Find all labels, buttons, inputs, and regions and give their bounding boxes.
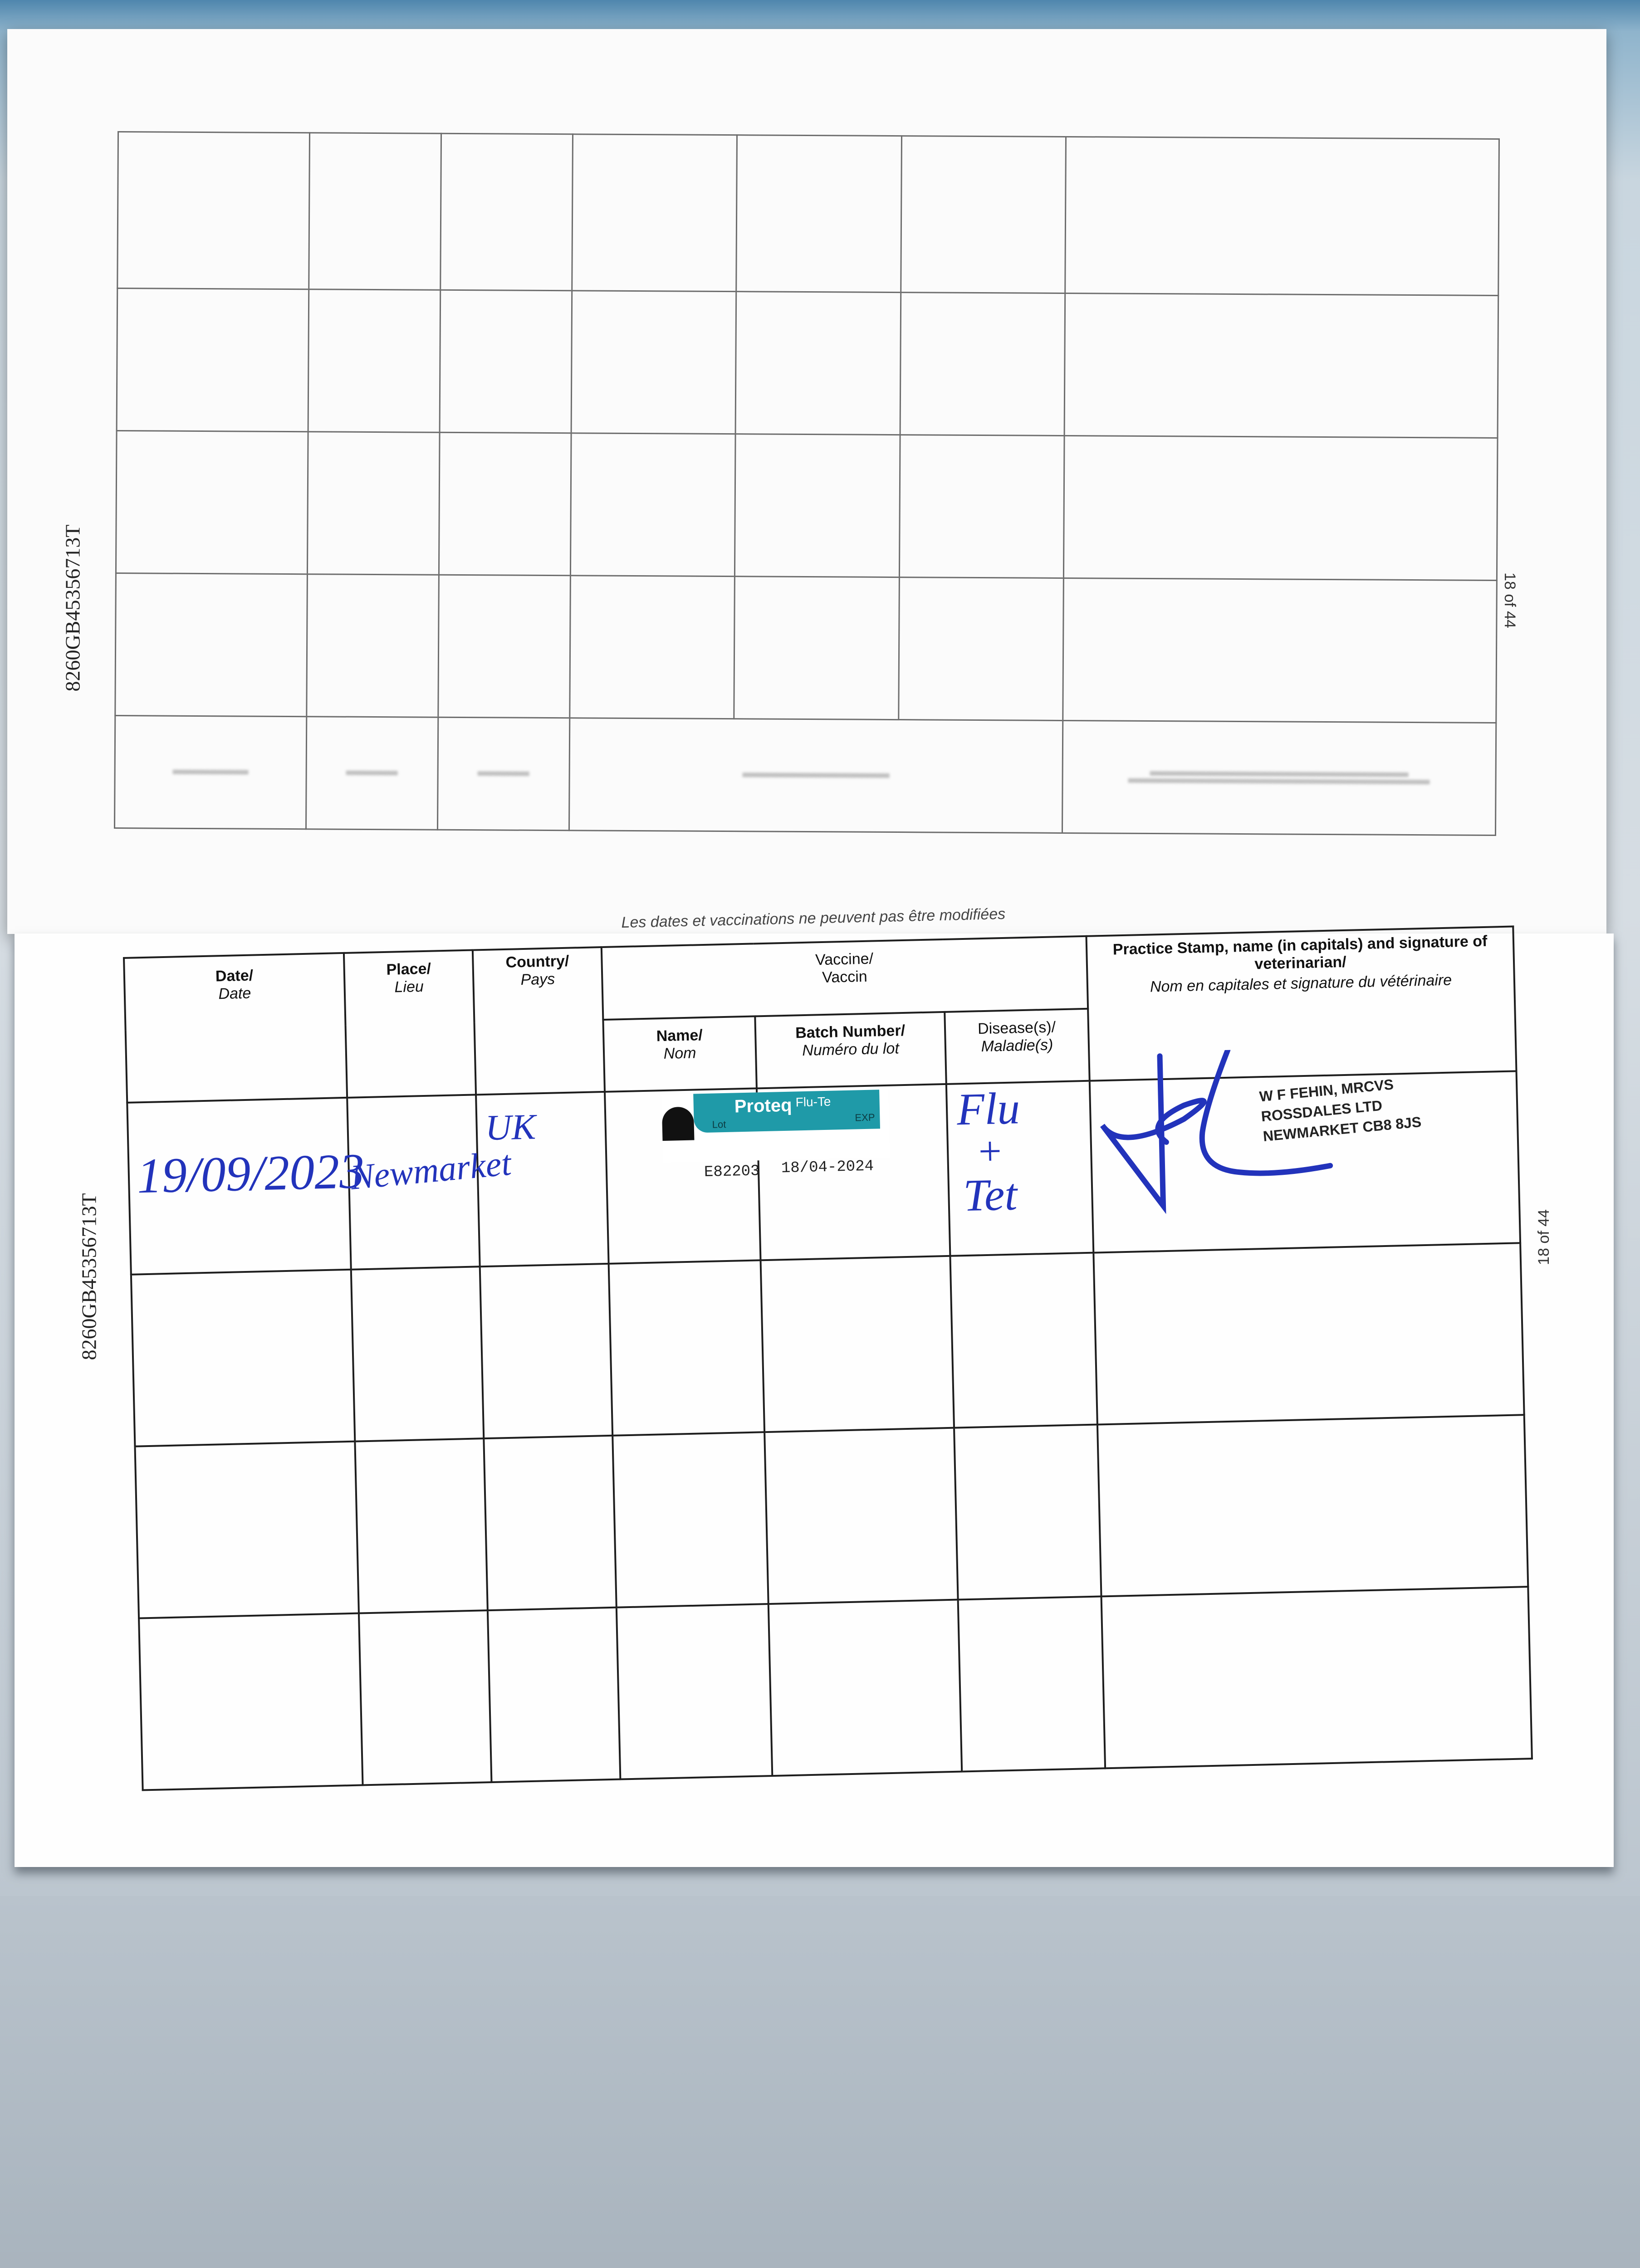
vaccine-product: Flu-Te (795, 1094, 831, 1110)
table-row (131, 1243, 1524, 1447)
exp-label: EXP (855, 1111, 875, 1124)
entry-expiry: 18/04-2024 (781, 1158, 874, 1178)
upper-vaccination-table (114, 131, 1500, 836)
vaccine-logo-icon (661, 1106, 695, 1141)
table-row (139, 1587, 1532, 1790)
vaccine-label-band: Proteq Flu-Te Lot EXP (693, 1090, 881, 1133)
header-place: Place/Lieu (343, 950, 476, 1098)
header-disease: Disease(s)/Maladie(s) (945, 1008, 1090, 1084)
entry-country: UK (485, 1107, 536, 1148)
vaccine-label-sticker: Proteq Flu-Te Lot EXP (661, 1089, 890, 1163)
upper-page-upside-down: 8260GB45356713T 18 of 44 (7, 29, 1606, 934)
entry-date: 19/09/2023 (136, 1143, 365, 1204)
entry-disease-plus: + (975, 1129, 1004, 1174)
lot-label: Lot (712, 1118, 726, 1130)
scanner-background (0, 1896, 1640, 2268)
header-date: Date/Date (124, 953, 348, 1103)
entry-disease-flu: Flu (956, 1083, 1021, 1135)
header-country: Country/Pays (472, 947, 605, 1095)
lower-page: 8260GB45356713T 18 of 44 (15, 934, 1614, 1867)
page-number-upside-down: 18 of 44 (1501, 572, 1518, 628)
header-batch: Batch Number/Numéro du lot (755, 1012, 946, 1089)
vaccine-brand: Proteq (734, 1095, 792, 1117)
table-row (135, 1415, 1528, 1618)
page-number: 18 of 44 (1535, 1209, 1552, 1265)
header-vaccine: Vaccine/Vaccin (601, 936, 1088, 1020)
entry-disease-tet: Tet (963, 1169, 1018, 1221)
veterinarian-signature (1100, 1047, 1333, 1214)
passport-number-vertical: 8260GB45356713T (61, 524, 84, 692)
passport-number-vertical: 8260GB45356713T (77, 1193, 101, 1360)
entry-batch-number: E82203 (704, 1163, 760, 1182)
header-name: Name/Nom (603, 1016, 757, 1092)
vaccination-record-table: Les dates et vaccinations ne peuvent pas… (123, 905, 1532, 1790)
